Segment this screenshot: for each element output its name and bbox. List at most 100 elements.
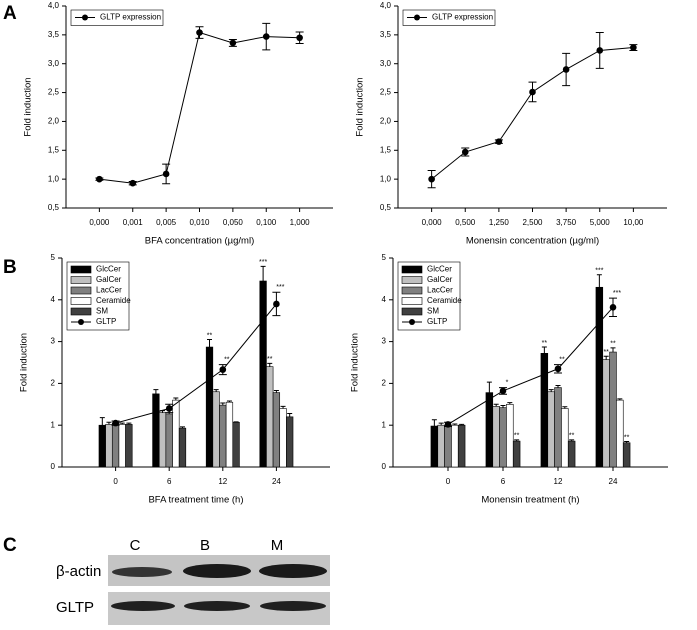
point — [529, 88, 536, 96]
y-axis-label: Fold induction — [19, 333, 30, 392]
x-tick-label: 0,100 — [256, 218, 277, 227]
legend-box — [397, 261, 461, 331]
point — [229, 39, 237, 47]
bar — [225, 401, 234, 468]
x-tick-label: 10,00 — [623, 218, 644, 227]
error-bar — [106, 421, 112, 425]
error-bar — [260, 265, 266, 281]
significance-label: ** — [603, 349, 609, 356]
error-bar — [287, 412, 293, 417]
y-tick-label: 2 — [382, 379, 387, 388]
error-bar — [562, 406, 568, 409]
bar — [595, 286, 604, 468]
y-tick-label: 0,5 — [380, 203, 392, 212]
error-bar — [555, 384, 561, 388]
significance-label: ** — [559, 356, 565, 363]
bar — [272, 392, 281, 468]
x-tick-label: 12 — [554, 477, 563, 486]
legend-label: LacCer — [427, 286, 453, 295]
y-tick-label: 3,5 — [48, 30, 60, 39]
bar — [259, 280, 267, 468]
significance-label: ** — [610, 341, 616, 348]
legend-label: Ceramide — [96, 296, 131, 305]
bar — [457, 424, 466, 468]
point — [609, 304, 617, 311]
point — [444, 421, 452, 428]
bar — [512, 440, 521, 468]
bar — [430, 425, 439, 468]
y-tick-label: 2,0 — [380, 117, 392, 126]
point — [165, 405, 173, 412]
blot-band — [184, 601, 250, 611]
error-bar — [514, 439, 520, 442]
y-tick-label: 1,0 — [48, 174, 60, 183]
y-tick-label: 2,5 — [380, 88, 392, 97]
error-bar — [179, 426, 185, 429]
point — [129, 179, 137, 187]
y-tick-label: 3,5 — [380, 30, 392, 39]
bar — [98, 424, 106, 468]
bar — [622, 442, 631, 468]
legend-swatch — [401, 265, 423, 274]
blot-band — [183, 564, 251, 578]
row-label: GLTP — [56, 599, 94, 616]
significance-label: *** — [276, 284, 284, 291]
bar — [609, 351, 617, 468]
error-bar — [173, 397, 179, 401]
point — [219, 366, 227, 373]
y-tick-label: 2 — [51, 379, 56, 388]
bar — [219, 404, 227, 468]
legend-label: LacCer — [96, 286, 122, 295]
bar — [152, 393, 160, 468]
significance-label: ** — [207, 332, 213, 339]
x-tick-label: 0 — [446, 477, 451, 486]
error-bar — [493, 403, 499, 407]
y-tick-label: 3,0 — [380, 59, 392, 68]
significance-label: *** — [613, 290, 621, 297]
legend-swatch — [401, 276, 423, 284]
bar — [212, 391, 220, 468]
legend-box — [66, 261, 130, 331]
error-bar — [126, 422, 132, 425]
y-axis-label: Fold induction — [350, 333, 361, 392]
error-bar — [220, 402, 226, 406]
legend-swatch — [401, 297, 423, 305]
bar — [492, 406, 500, 468]
error-bar — [569, 439, 575, 442]
legend-swatch — [70, 297, 92, 305]
panel-label: B — [3, 257, 17, 278]
point — [428, 175, 435, 183]
significance-label: ** — [514, 433, 520, 440]
significance-label: ** — [624, 434, 630, 441]
y-tick-label: 4 — [382, 295, 387, 304]
y-tick-label: 3 — [382, 337, 387, 346]
error-bar — [153, 389, 159, 394]
bar — [178, 427, 187, 468]
point — [499, 387, 507, 395]
x-tick-label: 3,750 — [556, 218, 577, 227]
error-bar — [207, 339, 213, 348]
legend-box — [402, 9, 496, 26]
blot-band — [112, 567, 172, 577]
point — [495, 138, 503, 145]
error-bar — [596, 274, 602, 288]
line — [99, 31, 300, 184]
error-bar — [507, 402, 513, 405]
legend-swatch — [409, 319, 415, 325]
error-bar — [267, 362, 273, 367]
x-tick-label: 1,000 — [290, 218, 311, 227]
x-tick-label: 0,001 — [123, 218, 144, 227]
bar — [616, 399, 624, 468]
bar — [547, 391, 555, 468]
bar — [266, 366, 274, 468]
legend-swatch — [82, 14, 88, 21]
x-tick-label: 0,005 — [156, 218, 177, 227]
error-bar — [119, 422, 125, 425]
bar — [125, 424, 133, 468]
legend-swatch — [78, 319, 84, 325]
x-axis-label: BFA treatment time (h) — [148, 495, 243, 506]
legend-label: GLTP — [96, 317, 116, 326]
point — [596, 47, 604, 54]
